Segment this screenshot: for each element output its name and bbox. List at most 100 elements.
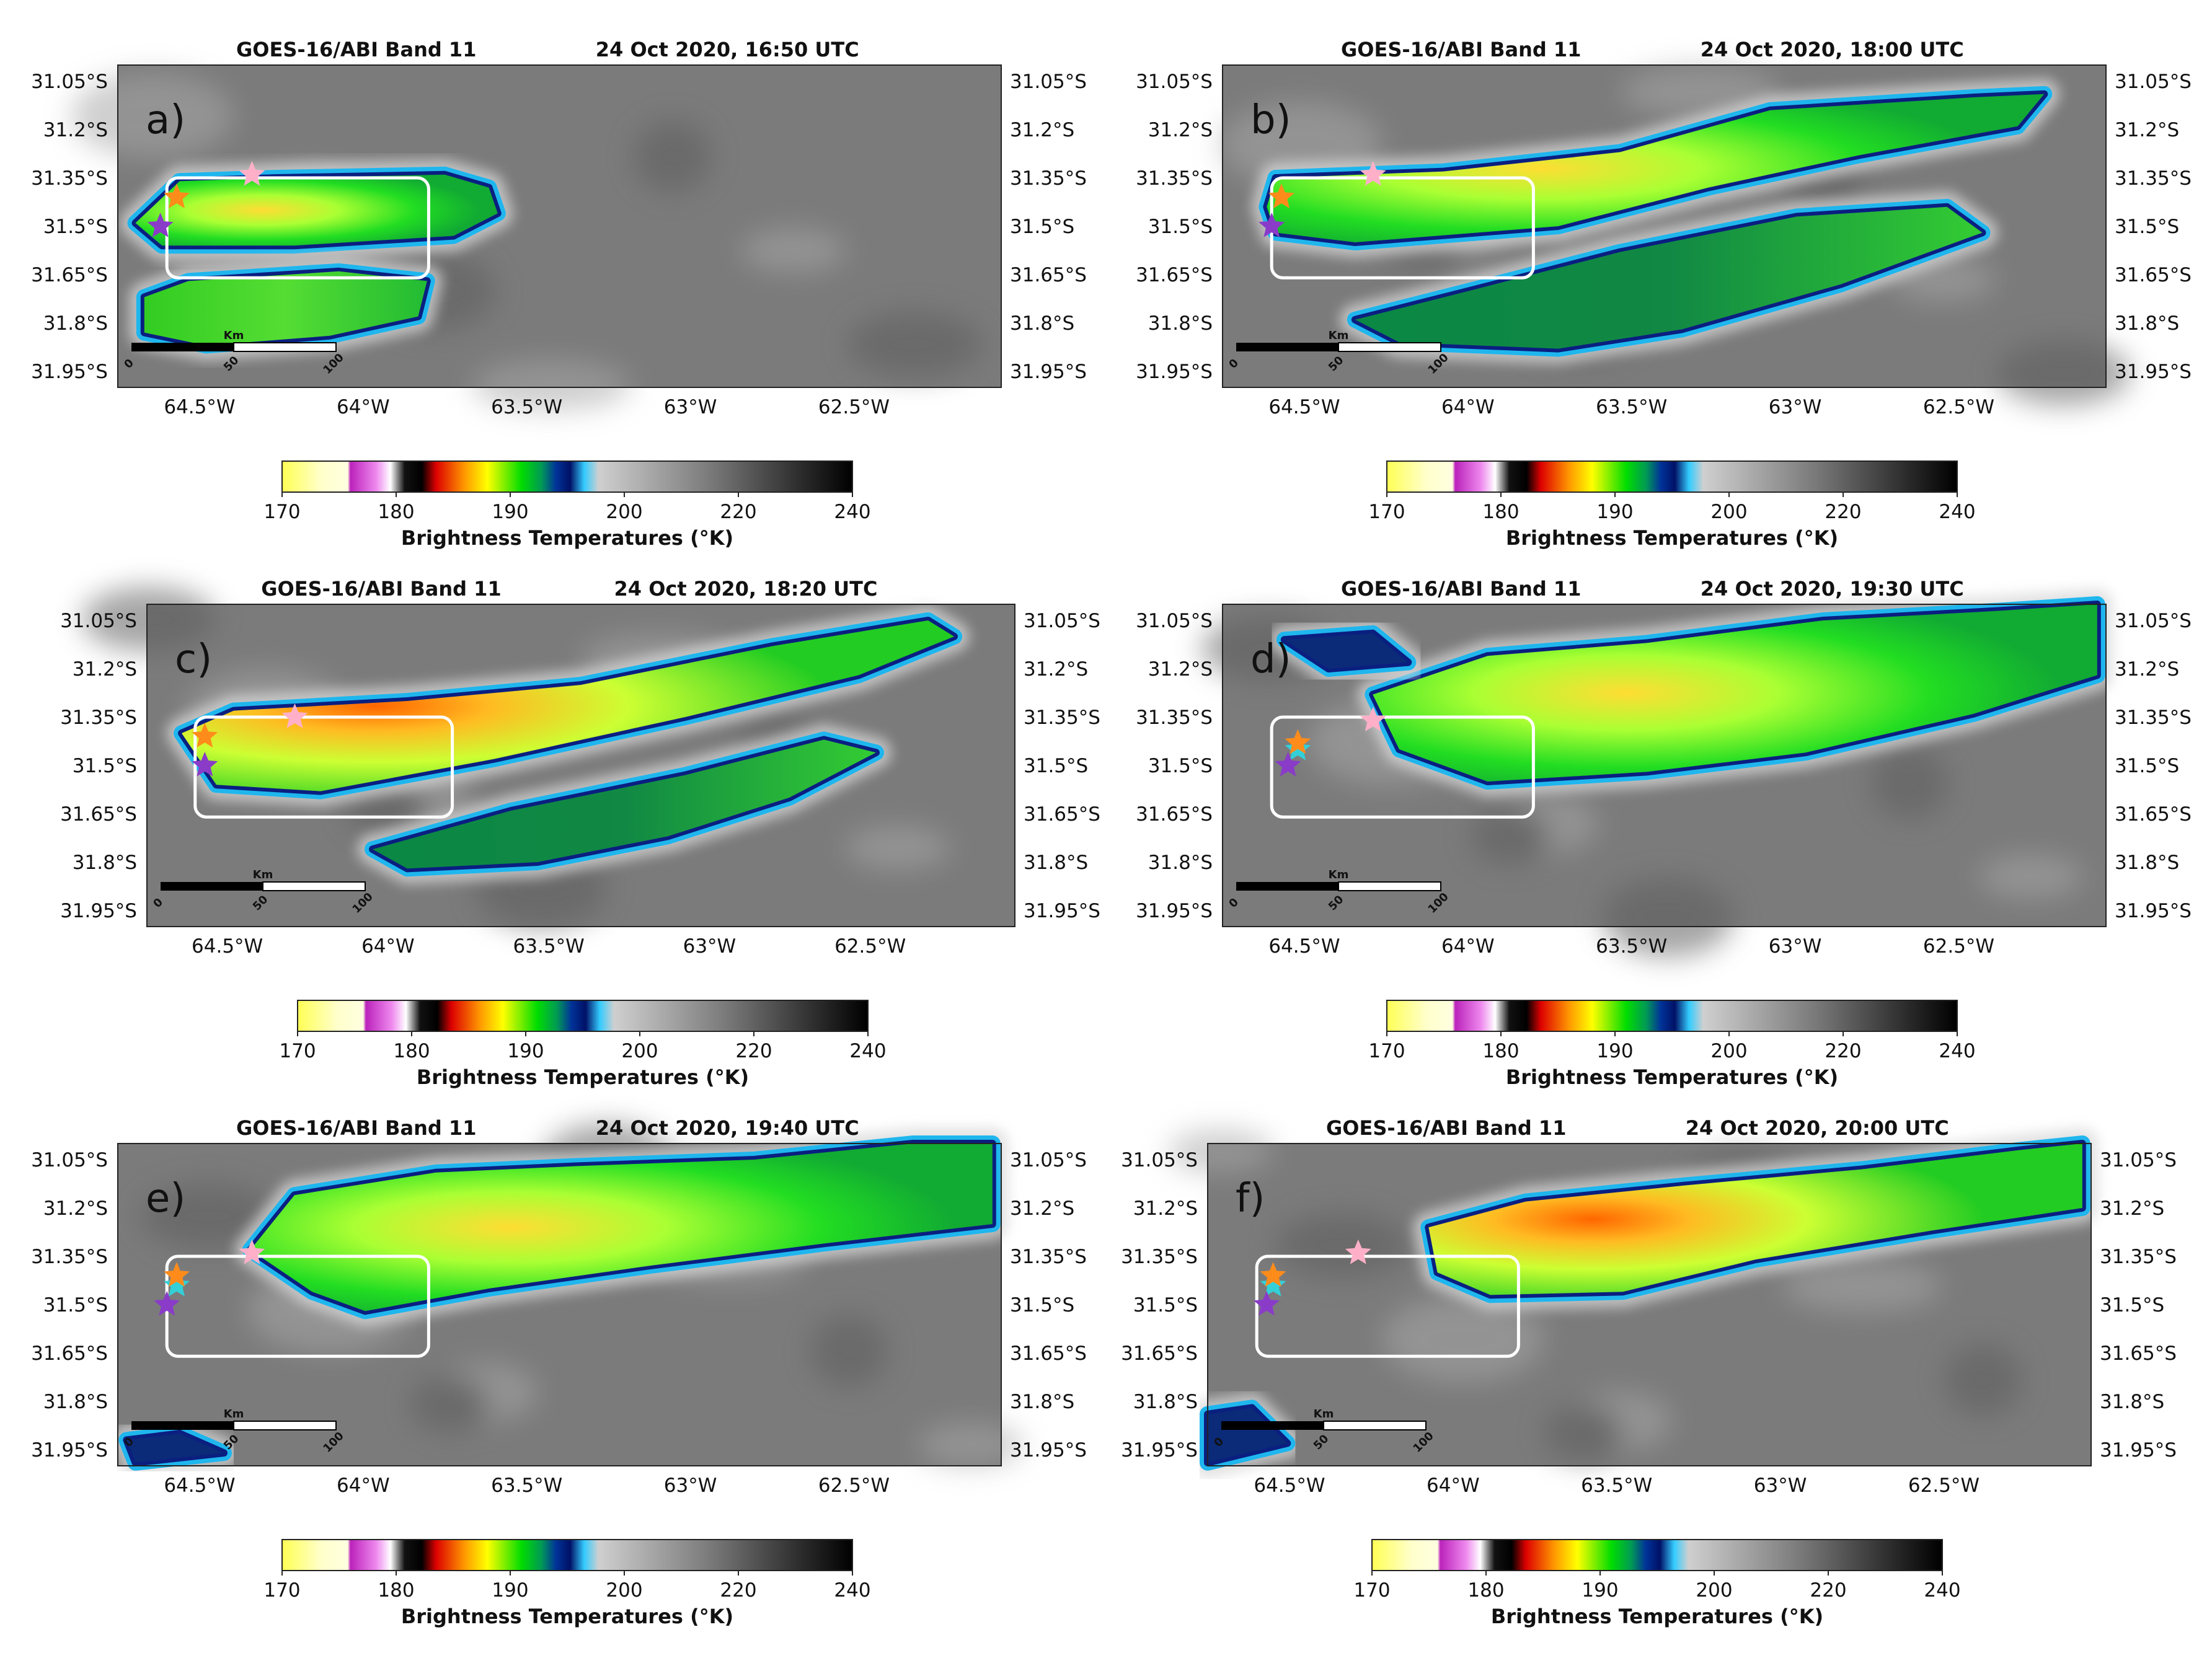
lat-tick-right: 31.35°S [2115,167,2192,190]
panel-title-right: 24 Oct 2020, 19:30 UTC [1701,577,1964,601]
panel-title-right: 24 Oct 2020, 16:50 UTC [596,38,859,61]
star-marker-pink [239,1239,265,1264]
colorbar-tick: 200 [606,501,642,523]
map-frame [146,604,1015,927]
haze-patch [741,229,847,272]
colorbar-tick: 170 [279,1040,316,1062]
lat-tick-left: 31.05°S [31,1149,108,1171]
star-marker-orange [164,183,190,208]
lat-tick-right: 31.5°S [2115,216,2179,238]
haze-patch [81,586,216,651]
haze-patch [1471,807,1551,865]
lon-tick: 63°W [683,935,737,958]
lat-tick-left: 31.05°S [1136,610,1213,632]
colorbar-tick: 180 [1482,501,1519,523]
panel-title-right: 24 Oct 2020, 18:20 UTC [614,577,878,601]
lat-tick-right: 31.95°S [1010,1439,1087,1461]
colorbar-tick: 200 [1696,1579,1732,1602]
lat-tick-right: 31.05°S [2100,1149,2177,1171]
star-marker-pink [239,161,265,186]
panel-label: d) [1250,637,1291,682]
colorbar-label: Brightness Temperatures (°K) [1491,1605,1823,1628]
lon-tick: 64°W [1441,935,1495,958]
lat-tick-left: 31.8°S [1133,1391,1198,1413]
lon-tick: 63°W [1754,1474,1807,1497]
colorbar: 170 180 190 200 220 240 Brightness Temperature… [1353,1539,1961,1628]
lat-tick-right: 31.65°S [2115,264,2192,286]
lat-tick-right: 31.5°S [1024,755,1088,777]
lat-tick-right: 31.2°S [1010,1197,1074,1220]
scalebar-unit: Km [1329,868,1349,881]
lat-tick-right: 31.2°S [2115,119,2179,141]
lat-tick-right: 31.8°S [1024,852,1088,874]
haze-patch [1996,341,2131,406]
cloud-core [1428,1144,2082,1295]
lat-tick-left: 31.05°S [1121,1149,1198,1171]
colorbar-tick: 170 [263,1579,300,1602]
haze-patch [1168,1130,1274,1173]
lon-tick: 62.5°W [834,935,906,958]
lat-tick-left: 31.95°S [31,361,108,383]
colorbar: 170 180 190 200 220 240 Brightness Temperature… [279,1000,887,1089]
lat-tick-left: 31.5°S [43,1294,108,1316]
star-marker-orange [164,1262,190,1287]
panel-title-left: GOES-16/ABI Band 11 [236,38,476,61]
haze-patch [1871,747,1949,819]
star-marker-purple [147,213,174,237]
colorbar-tick: 240 [834,501,870,523]
haze-patch [1275,1213,1409,1278]
lat-tick-right: 31.35°S [2115,707,2192,729]
lat-tick-right: 31.95°S [2115,900,2192,922]
haze-patch [1782,1261,1942,1312]
colorbar-tick: 200 [1710,1040,1747,1062]
lat-tick-right: 31.05°S [1010,71,1087,93]
lon-tick: 64.5°W [1268,396,1340,418]
lat-tick-left: 31.5°S [73,755,137,777]
lat-tick-right: 31.8°S [1010,1391,1074,1413]
lon-tick: 64.5°W [1254,1474,1325,1497]
region-box [1255,1254,1520,1358]
lat-tick-right: 31.65°S [1010,264,1087,286]
lat-tick-left: 31.8°S [43,312,108,335]
lat-tick-left: 31.2°S [43,119,108,141]
colorbar-tick: 240 [849,1040,886,1062]
lat-tick-right: 31.95°S [1010,361,1087,383]
lat-tick-left: 31.35°S [1136,707,1213,729]
scalebar-unit: Km [1329,329,1349,342]
region-box [193,715,454,819]
cloud-core [144,271,427,346]
lon-tick: 63°W [664,396,717,418]
star-marker-orange [1260,1262,1286,1287]
region-box [1270,715,1535,819]
scalebar-white [233,342,337,352]
colorbar-ramp [281,461,853,493]
star-marker-pink [281,703,308,728]
lon-tick: 64°W [1427,1474,1480,1497]
lat-tick-right: 31.65°S [2115,803,2192,826]
haze-patch [71,73,234,159]
lat-tick-left: 31.65°S [1121,1342,1198,1365]
colorbar-label: Brightness Temperatures (°K) [417,1065,749,1089]
lat-tick-left: 31.8°S [43,1391,108,1413]
map-panel: GOES-16/ABI Band 11 24 Oct 2020, 20:00 UT… [1121,1116,2177,1497]
colorbar-tick: 180 [393,1040,430,1062]
colorbar-tick: 200 [621,1040,658,1062]
lat-tick-right: 31.35°S [2100,1246,2177,1268]
cloud-core [1267,94,2045,242]
lat-tick-left: 31.2°S [1148,658,1213,681]
scalebar-black [131,343,234,351]
scalebar-white [1323,1421,1427,1430]
scalebar-unit: Km [224,329,244,342]
haze-patch [1381,1296,1544,1382]
colorbar-ramp [1386,1000,1958,1032]
star-marker-orange [1285,729,1311,754]
colorbar-tick: 190 [1596,1040,1633,1062]
lat-tick-left: 31.35°S [31,1246,108,1268]
colorbar-tick: 190 [1582,1579,1618,1602]
lat-tick-right: 31.8°S [1010,312,1074,335]
lat-tick-right: 31.65°S [1024,803,1100,826]
lon-tick: 64.5°W [192,935,263,958]
map-frame [117,64,1002,388]
scalebar-unit: Km [224,1408,244,1421]
lat-tick-left: 31.05°S [1136,71,1213,93]
